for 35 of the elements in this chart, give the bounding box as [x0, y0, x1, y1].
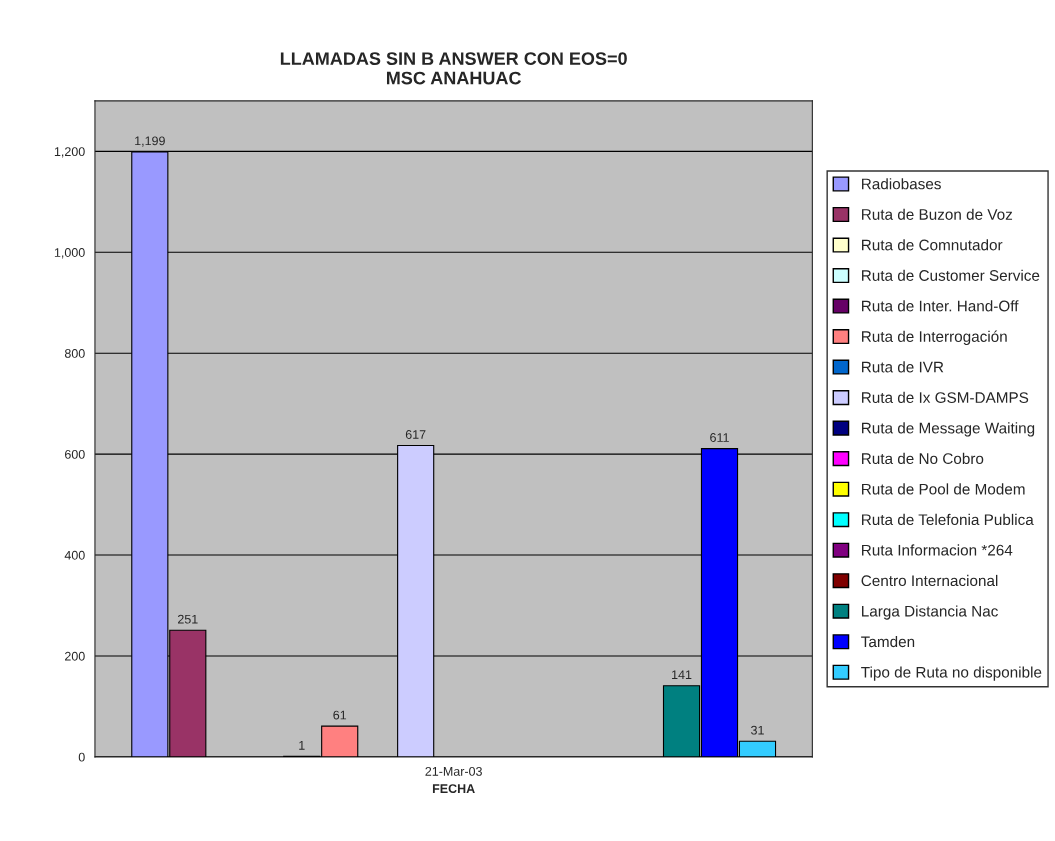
y-tick-label: 1,200	[54, 147, 85, 158]
y-tick-label: 200	[65, 651, 85, 661]
legend-label: Ruta de Customer Service	[862, 269, 1040, 281]
legend-label: Ruta Informacion *264	[862, 544, 1013, 556]
legend-label: Ruta de No Cobro	[862, 452, 984, 465]
data-label: 1	[299, 741, 305, 750]
legend-label: Ruta de Interrogación	[862, 330, 1007, 345]
legend-label: Radiobases	[862, 178, 941, 190]
legend-label: Ruta de Ix GSM-DAMPS	[862, 391, 1029, 403]
data-label: 251	[177, 614, 198, 624]
x-tick-label: 21-Mar-03	[425, 766, 482, 776]
legend-label: Ruta de Inter. Hand-Off	[862, 300, 1019, 312]
data-label: 617	[405, 430, 426, 439]
y-tick-label: 600	[65, 449, 85, 459]
x-axis-title: FECHA	[432, 784, 475, 794]
y-tick-label: 1,000	[54, 248, 85, 259]
legend-label: Centro Internacional	[861, 574, 998, 587]
chart-title: LLAMADAS SIN B ANSWER CON EOS=0 MSC ANAHUAC	[280, 52, 627, 85]
data-label: 31	[751, 725, 764, 735]
legend-label: Ruta de Telefonia Publica	[862, 513, 1034, 526]
y-tick-label: 800	[64, 349, 85, 358]
data-label: 1,199	[135, 136, 165, 147]
legend-label: Larga Distancia Nac	[862, 605, 998, 620]
legend-label: Ruta de IVR	[862, 361, 944, 373]
y-tick-label: 400	[64, 550, 85, 560]
legend-label: Ruta de Pool de Modem	[862, 483, 1025, 495]
data-label: 611	[710, 433, 729, 442]
data-label: 141	[672, 670, 692, 679]
legend-label: Ruta de Buzon de Voz	[862, 208, 1013, 220]
legend-label: Ruta de Comnutador	[862, 239, 1003, 251]
data-label: 61	[333, 710, 347, 720]
y-tick-label: 0	[78, 752, 85, 762]
legend-label: Tipo de Ruta no disponible	[861, 666, 1042, 681]
legend-label: Tamden	[861, 635, 915, 648]
legend-label: Ruta de Message Waiting	[862, 422, 1035, 437]
